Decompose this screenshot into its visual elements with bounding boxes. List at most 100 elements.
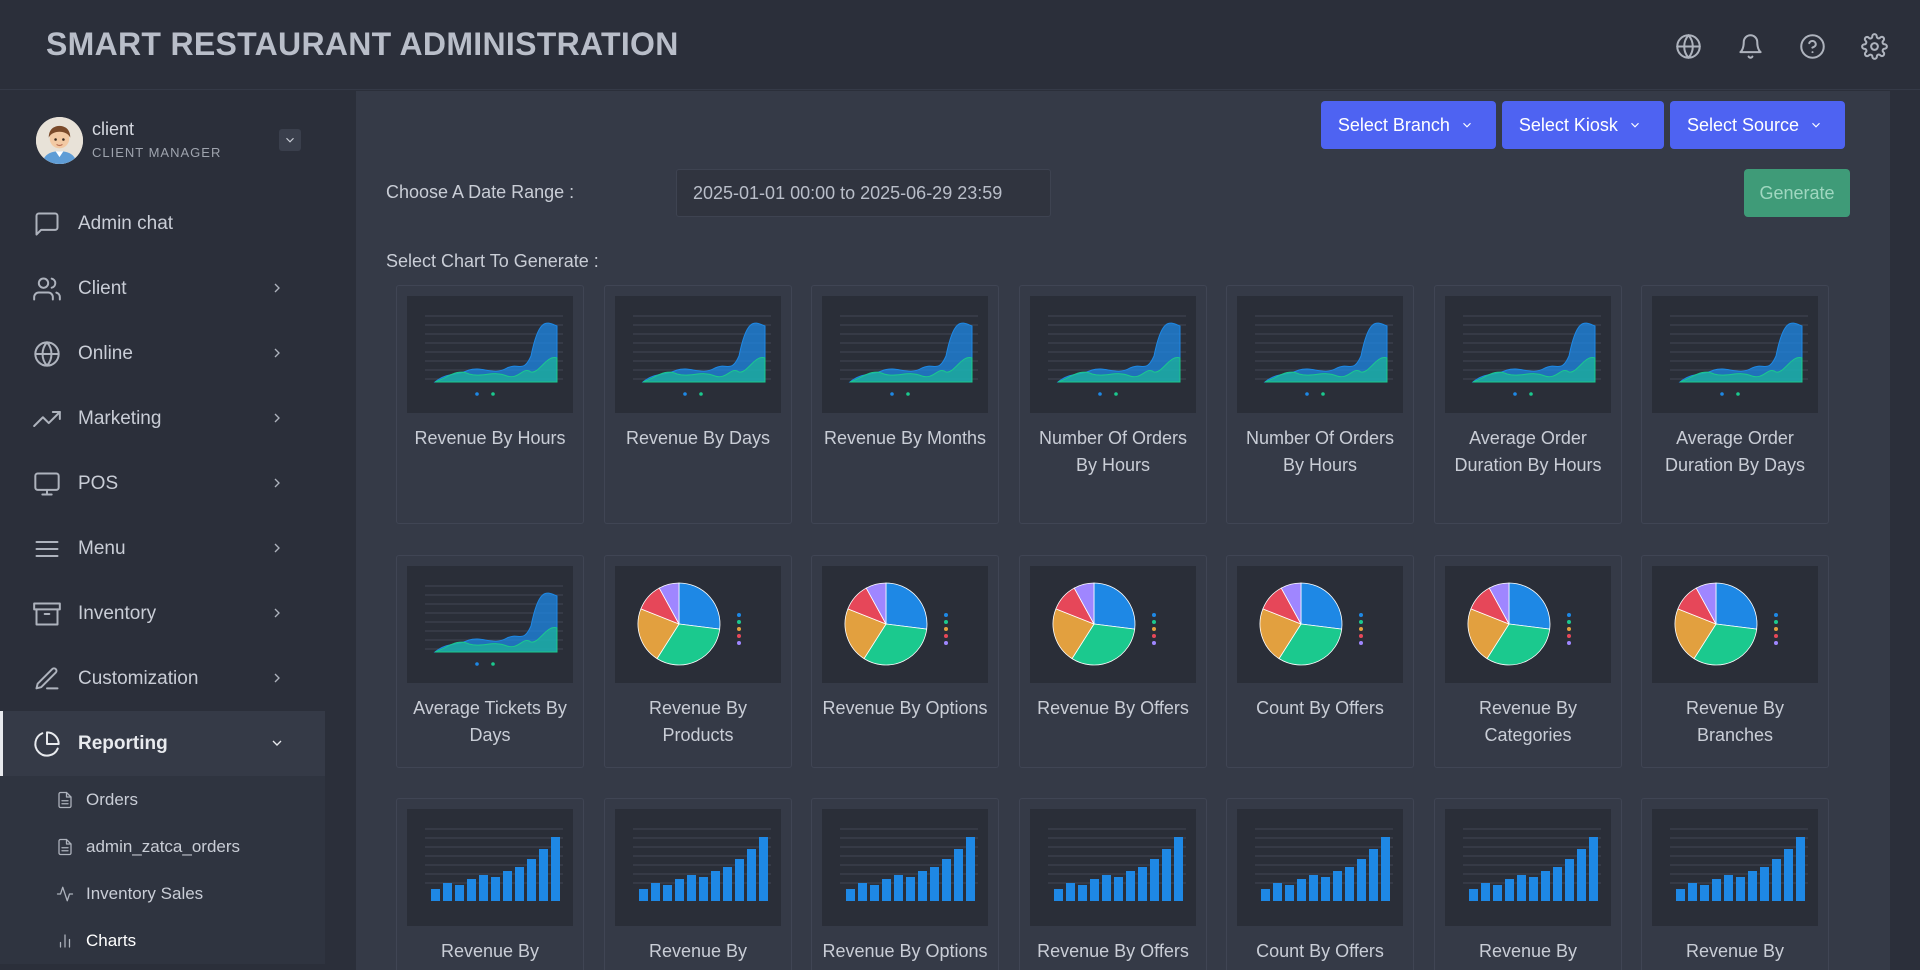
sidebar-nav: Admin chat Client Online Marketing POS M… bbox=[0, 191, 325, 964]
bar-chart-thumbnail bbox=[1652, 809, 1818, 926]
sidebar-item-label: Menu bbox=[78, 537, 126, 559]
chart-option-label: Revenue By Months bbox=[823, 428, 987, 448]
chevron-right-icon bbox=[269, 475, 285, 491]
sidebar-item-label: Reporting bbox=[78, 732, 168, 754]
select-kiosk-button[interactable]: Select Kiosk bbox=[1501, 101, 1664, 149]
area-chart-thumbnail bbox=[822, 296, 988, 413]
chart-option-label: Revenue By Options bbox=[822, 698, 988, 718]
pie-chart-thumbnail bbox=[1652, 566, 1818, 683]
chart-option-card[interactable]: Revenue By Days bbox=[604, 285, 792, 524]
chart-option-card[interactable]: Revenue By Offers bbox=[1019, 555, 1207, 768]
menu-icon bbox=[32, 534, 62, 564]
bar-chart-thumbnail bbox=[822, 809, 988, 926]
area-chart-thumbnail bbox=[407, 566, 573, 683]
app-title: SMART RESTAURANT ADMINISTRATION bbox=[46, 26, 679, 62]
bar-chart-icon bbox=[59, 933, 71, 948]
globe-icon[interactable] bbox=[1672, 30, 1704, 62]
pen-icon bbox=[32, 664, 62, 694]
document-icon bbox=[58, 838, 72, 855]
chart-option-label: Revenue By Categories bbox=[1478, 698, 1578, 745]
chart-option-card[interactable]: Revenue By Options bbox=[811, 555, 999, 768]
chart-option-card[interactable]: Revenue By Products bbox=[396, 798, 584, 970]
gear-icon[interactable] bbox=[1858, 30, 1890, 62]
chart-option-card[interactable]: Revenue By Products bbox=[604, 555, 792, 768]
sidebar-item-reporting[interactable]: Reporting bbox=[0, 711, 325, 776]
chart-option-label: Revenue By Products bbox=[440, 941, 540, 970]
sidebar-item-customization[interactable]: Customization bbox=[0, 646, 325, 711]
profile-dropdown-toggle[interactable] bbox=[279, 129, 301, 151]
chart-option-card[interactable]: Number Of Orders By Hours bbox=[1019, 285, 1207, 524]
sidebar-item-client[interactable]: Client bbox=[0, 256, 325, 321]
chart-option-card[interactable]: Count By Offers bbox=[1226, 555, 1414, 768]
sidebar-item-menu[interactable]: Menu bbox=[0, 516, 325, 581]
chart-option-card[interactable]: Average Order Duration By Days bbox=[1641, 285, 1829, 524]
chart-option-label: Average Order Duration By Days bbox=[1664, 428, 1806, 475]
chart-option-card[interactable]: Number Of Orders By Hours bbox=[1226, 285, 1414, 524]
chevron-down-icon bbox=[1812, 122, 1820, 128]
chevron-down-icon bbox=[1631, 122, 1639, 128]
sidebar-item-inventory[interactable]: Inventory bbox=[0, 581, 325, 646]
select-branch-button[interactable]: Select Branch bbox=[1320, 101, 1496, 149]
sidebar-item-admin-chat[interactable]: Admin chat bbox=[0, 191, 325, 256]
sidebar-item-marketing[interactable]: Marketing bbox=[0, 386, 325, 451]
chart-option-card[interactable]: Revenue By Branches bbox=[1641, 555, 1829, 768]
sidebar-subitem-inventory-sales[interactable]: Inventory Sales bbox=[0, 870, 325, 917]
chart-option-label: Revenue By Categories bbox=[1478, 941, 1578, 970]
select-chart-label: Select Chart To Generate : bbox=[386, 251, 599, 271]
chart-option-card[interactable]: Revenue By Categories bbox=[1434, 555, 1622, 768]
archive-icon bbox=[32, 599, 62, 629]
pie-chart-thumbnail bbox=[1445, 566, 1611, 683]
chart-option-card[interactable]: Average Order Duration By Hours bbox=[1434, 285, 1622, 524]
chart-option-card[interactable]: Revenue By Products bbox=[604, 798, 792, 970]
select-source-button[interactable]: Select Source bbox=[1669, 101, 1845, 149]
chevron-right-icon bbox=[269, 540, 285, 556]
chart-option-card[interactable]: Revenue By Options bbox=[811, 798, 999, 970]
filter-buttons: Select Branch Select Kiosk Select Source bbox=[1320, 101, 1845, 149]
chart-option-card[interactable]: Revenue By Hours bbox=[396, 285, 584, 524]
main-content: Select Branch Select Kiosk Select Source… bbox=[356, 91, 1890, 970]
sidebar-subitem-admin-zatca-orders[interactable]: admin_zatca_orders bbox=[0, 823, 325, 870]
reporting-submenu: Orders admin_zatca_orders Inventory Sale… bbox=[0, 776, 325, 964]
chevron-right-icon bbox=[269, 605, 285, 621]
bar-chart-thumbnail bbox=[407, 809, 573, 926]
sidebar-item-online[interactable]: Online bbox=[0, 321, 325, 386]
area-chart-thumbnail bbox=[1237, 296, 1403, 413]
chart-option-label: Number Of Orders By Hours bbox=[1038, 428, 1188, 475]
avatar[interactable] bbox=[36, 117, 83, 164]
chart-option-card[interactable]: Revenue By Offers bbox=[1019, 798, 1207, 970]
bar-chart-thumbnail bbox=[1237, 809, 1403, 926]
sidebar-subitem-orders[interactable]: Orders bbox=[0, 776, 325, 823]
chart-option-card[interactable]: Count By Offers bbox=[1226, 798, 1414, 970]
header-actions bbox=[1672, 30, 1890, 62]
help-icon[interactable] bbox=[1796, 30, 1828, 62]
pie-chart-thumbnail bbox=[822, 566, 988, 683]
chart-option-label: Revenue By Days bbox=[625, 428, 771, 448]
bell-icon[interactable] bbox=[1734, 30, 1766, 62]
bar-chart-thumbnail bbox=[1030, 809, 1196, 926]
generate-button[interactable]: Generate bbox=[1744, 169, 1850, 217]
chart-option-card[interactable]: Revenue By Branches bbox=[1641, 798, 1829, 970]
trending-icon bbox=[32, 404, 62, 434]
sidebar-subitem-label: admin_zatca_orders bbox=[86, 836, 241, 856]
chart-option-label: Average Order Duration By Hours bbox=[1454, 428, 1602, 475]
sidebar-item-label: Customization bbox=[78, 667, 199, 689]
area-chart-thumbnail bbox=[1445, 296, 1611, 413]
chart-option-card[interactable]: Average Tickets By Days bbox=[396, 555, 584, 768]
date-range-input[interactable] bbox=[676, 169, 1051, 217]
user-profile: client CLIENT MANAGER bbox=[36, 117, 306, 167]
area-chart-thumbnail bbox=[615, 296, 781, 413]
area-chart-thumbnail bbox=[1652, 296, 1818, 413]
sidebar-subitem-label: Orders bbox=[86, 789, 138, 809]
chevron-down-icon bbox=[286, 137, 294, 143]
sidebar: client CLIENT MANAGER Admin chat Client … bbox=[0, 91, 325, 970]
area-chart-thumbnail bbox=[407, 296, 573, 413]
sidebar-item-pos[interactable]: POS bbox=[0, 451, 325, 516]
chart-option-label: Revenue By Branches bbox=[1685, 941, 1785, 970]
sidebar-subitem-charts[interactable]: Charts bbox=[0, 917, 325, 964]
activity-icon bbox=[56, 886, 74, 901]
chart-option-label: Revenue By Branches bbox=[1685, 698, 1785, 745]
chart-option-card[interactable]: Revenue By Categories bbox=[1434, 798, 1622, 970]
sidebar-item-label: POS bbox=[78, 472, 119, 494]
chart-option-card[interactable]: Revenue By Months bbox=[811, 285, 999, 524]
bar-chart-thumbnail bbox=[615, 809, 781, 926]
